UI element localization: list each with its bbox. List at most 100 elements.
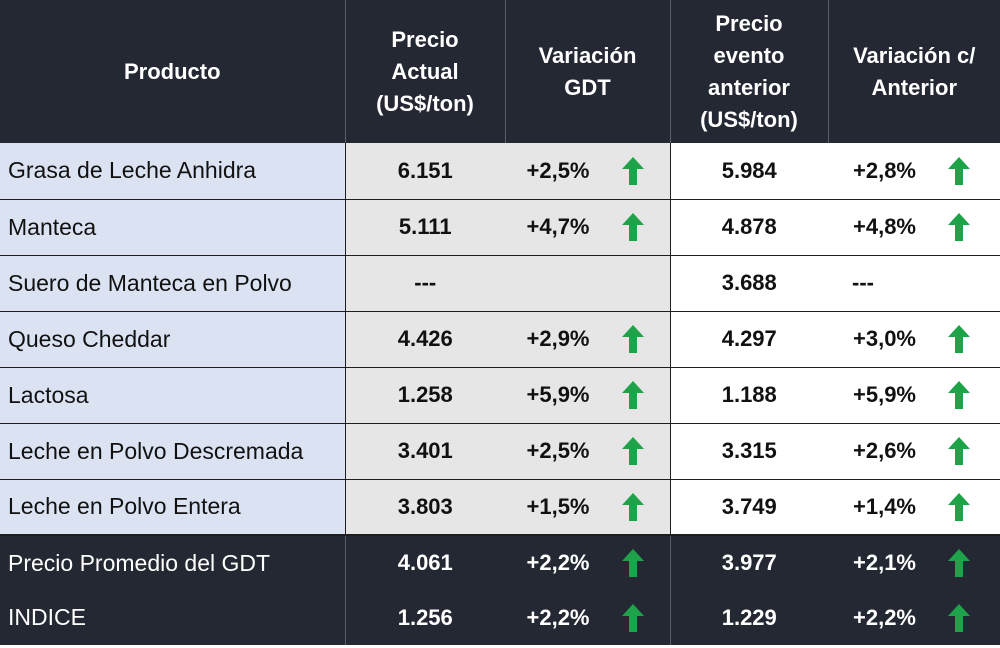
variacion-anterior-cell: +2,2% (828, 590, 1000, 645)
variacion-gdt-cell: +2,5% (505, 143, 671, 200)
variacion-gdt-cell: +5,9% (505, 367, 671, 424)
arrow-up-icon (948, 492, 970, 521)
variacion-anterior-cell: +2,8% (828, 143, 1000, 200)
arrow-up-icon (621, 603, 644, 632)
precio-anterior-cell: 3.315 (670, 423, 828, 480)
variacion-value: +3,0% (853, 326, 916, 352)
variacion-value: +2,5% (526, 157, 590, 183)
precio-anterior-cell: 3.749 (670, 479, 828, 536)
variacion-value: +2,1% (853, 550, 916, 576)
precio-actual-cell: --- (345, 255, 505, 312)
producto-cell: INDICE (0, 590, 346, 645)
variacion-value: +2,8% (853, 157, 916, 183)
producto-cell: Leche en Polvo Entera (0, 479, 346, 536)
header-variacion-gdt-line: Variación (538, 42, 637, 68)
variacion-value: --- (852, 270, 874, 296)
header-variacion-anterior: Variación c/ Anterior (828, 0, 1000, 143)
arrow-up-icon (948, 156, 970, 185)
variacion-gdt-cell: +2,5% (505, 423, 671, 480)
precio-actual-cell: 1.258 (345, 367, 505, 424)
header-precio-anterior-line: Precio (715, 10, 783, 36)
variacion-value: +2,6% (853, 438, 916, 464)
arrow-up-icon (621, 549, 644, 578)
precio-anterior-cell: 3.977 (670, 534, 828, 590)
variacion-value: +2,2% (526, 550, 590, 576)
arrow-up-icon (948, 437, 970, 466)
producto-cell: Lactosa (0, 367, 346, 424)
variacion-value: +1,4% (853, 493, 916, 519)
header-precio-anterior-line: (US$/ton) (700, 106, 798, 132)
variacion-value: +4,7% (526, 214, 590, 240)
table-row: Leche en Polvo Entera 3.803 +1,5% 3.749 +1,4… (0, 479, 1000, 536)
precio-anterior-cell: 4.878 (670, 199, 828, 256)
arrow-up-icon (621, 213, 644, 242)
variacion-anterior-cell: +1,4% (828, 479, 1000, 536)
variacion-value: +5,9% (526, 382, 590, 408)
precio-actual-cell: 5.111 (345, 199, 505, 256)
producto-cell: Precio Promedio del GDT (0, 534, 346, 590)
header-precio-actual: Precio Actual (US$/ton) (345, 0, 506, 143)
arrow-up-icon (948, 381, 970, 410)
precio-actual-cell: 3.401 (345, 423, 505, 480)
precio-actual-cell: 3.803 (345, 479, 505, 536)
precio-actual-cell: 1.256 (345, 590, 505, 645)
precio-anterior-cell: 3.688 (670, 255, 828, 312)
header-variacion-anterior-line: Anterior (871, 74, 958, 100)
variacion-gdt-cell: +4,7% (505, 199, 671, 256)
arrow-up-icon (621, 437, 644, 466)
arrow-up-icon (948, 325, 970, 354)
variacion-value: +2,5% (526, 438, 590, 464)
table-row: Suero de Manteca en Polvo --- 3.688 --- (0, 255, 1000, 312)
header-producto: Producto (0, 0, 346, 143)
arrow-up-icon (621, 381, 644, 410)
table-row: Lactosa 1.258 +5,9% 1.188 +5,9% (0, 367, 1000, 424)
arrow-up-icon (621, 325, 644, 354)
header-variacion-gdt-line: GDT (564, 74, 611, 100)
arrow-up-icon (621, 492, 644, 521)
variacion-value: +1,5% (526, 493, 590, 519)
header-precio-actual-line: Actual (391, 58, 459, 84)
arrow-up-icon (948, 549, 970, 578)
table-row: Manteca 5.111 +4,7% 4.878 +4,8% (0, 199, 1000, 256)
precio-actual-cell: 6.151 (345, 143, 505, 200)
header-precio-anterior-line: evento (713, 42, 785, 68)
producto-cell: Queso Cheddar (0, 311, 346, 368)
producto-cell: Manteca (0, 199, 346, 256)
variacion-gdt-cell: +1,5% (505, 479, 671, 536)
header-row: Producto Precio Actual (US$/ton) Variaci… (0, 0, 1000, 143)
variacion-gdt-cell: +2,2% (505, 534, 671, 590)
variacion-anterior-cell: --- (828, 255, 1000, 312)
precio-anterior-cell: 4.297 (670, 311, 828, 368)
precio-anterior-cell: 5.984 (670, 143, 828, 200)
table-row: Grasa de Leche Anhidra 6.151 +2,5% 5.984 +2,… (0, 143, 1000, 200)
variacion-anterior-cell: +2,1% (828, 534, 1000, 590)
variacion-value: +2,9% (526, 326, 590, 352)
header-precio-anterior-line: anterior (708, 74, 790, 100)
table-body: Grasa de Leche Anhidra 6.151 +2,5% 5.984 +2,… (0, 143, 1000, 645)
variacion-value: +2,2% (853, 604, 916, 630)
producto-cell: Suero de Manteca en Polvo (0, 255, 346, 312)
variacion-value: +2,2% (526, 604, 590, 630)
arrow-up-icon (948, 603, 970, 632)
variacion-anterior-cell: +4,8% (828, 199, 1000, 256)
variacion-gdt-cell: +2,9% (505, 311, 671, 368)
producto-cell: Grasa de Leche Anhidra (0, 143, 346, 200)
table-row: Leche en Polvo Descremada 3.401 +2,5% 3.315… (0, 423, 1000, 480)
precio-anterior-cell: 1.188 (670, 367, 828, 424)
header-variacion-gdt: Variación GDT (505, 0, 671, 143)
variacion-gdt-cell (505, 255, 671, 312)
header-variacion-anterior-line: Variación c/ (853, 42, 976, 68)
variacion-anterior-cell: +3,0% (828, 311, 1000, 368)
producto-cell: Leche en Polvo Descremada (0, 423, 346, 480)
header-precio-anterior: Precio evento anterior (US$/ton) (670, 0, 829, 143)
precio-anterior-cell: 1.229 (670, 590, 828, 645)
table-row: Queso Cheddar 4.426 +2,9% 4.297 +3,0% (0, 311, 1000, 368)
variacion-value: +5,9% (853, 382, 916, 408)
variacion-anterior-cell: +5,9% (828, 367, 1000, 424)
variacion-anterior-cell: +2,6% (828, 423, 1000, 480)
header-precio-actual-line: Precio (391, 26, 459, 52)
variacion-gdt-cell: +2,2% (505, 590, 671, 645)
arrow-up-icon (621, 156, 644, 185)
header-precio-actual-line: (US$/ton) (376, 90, 474, 116)
